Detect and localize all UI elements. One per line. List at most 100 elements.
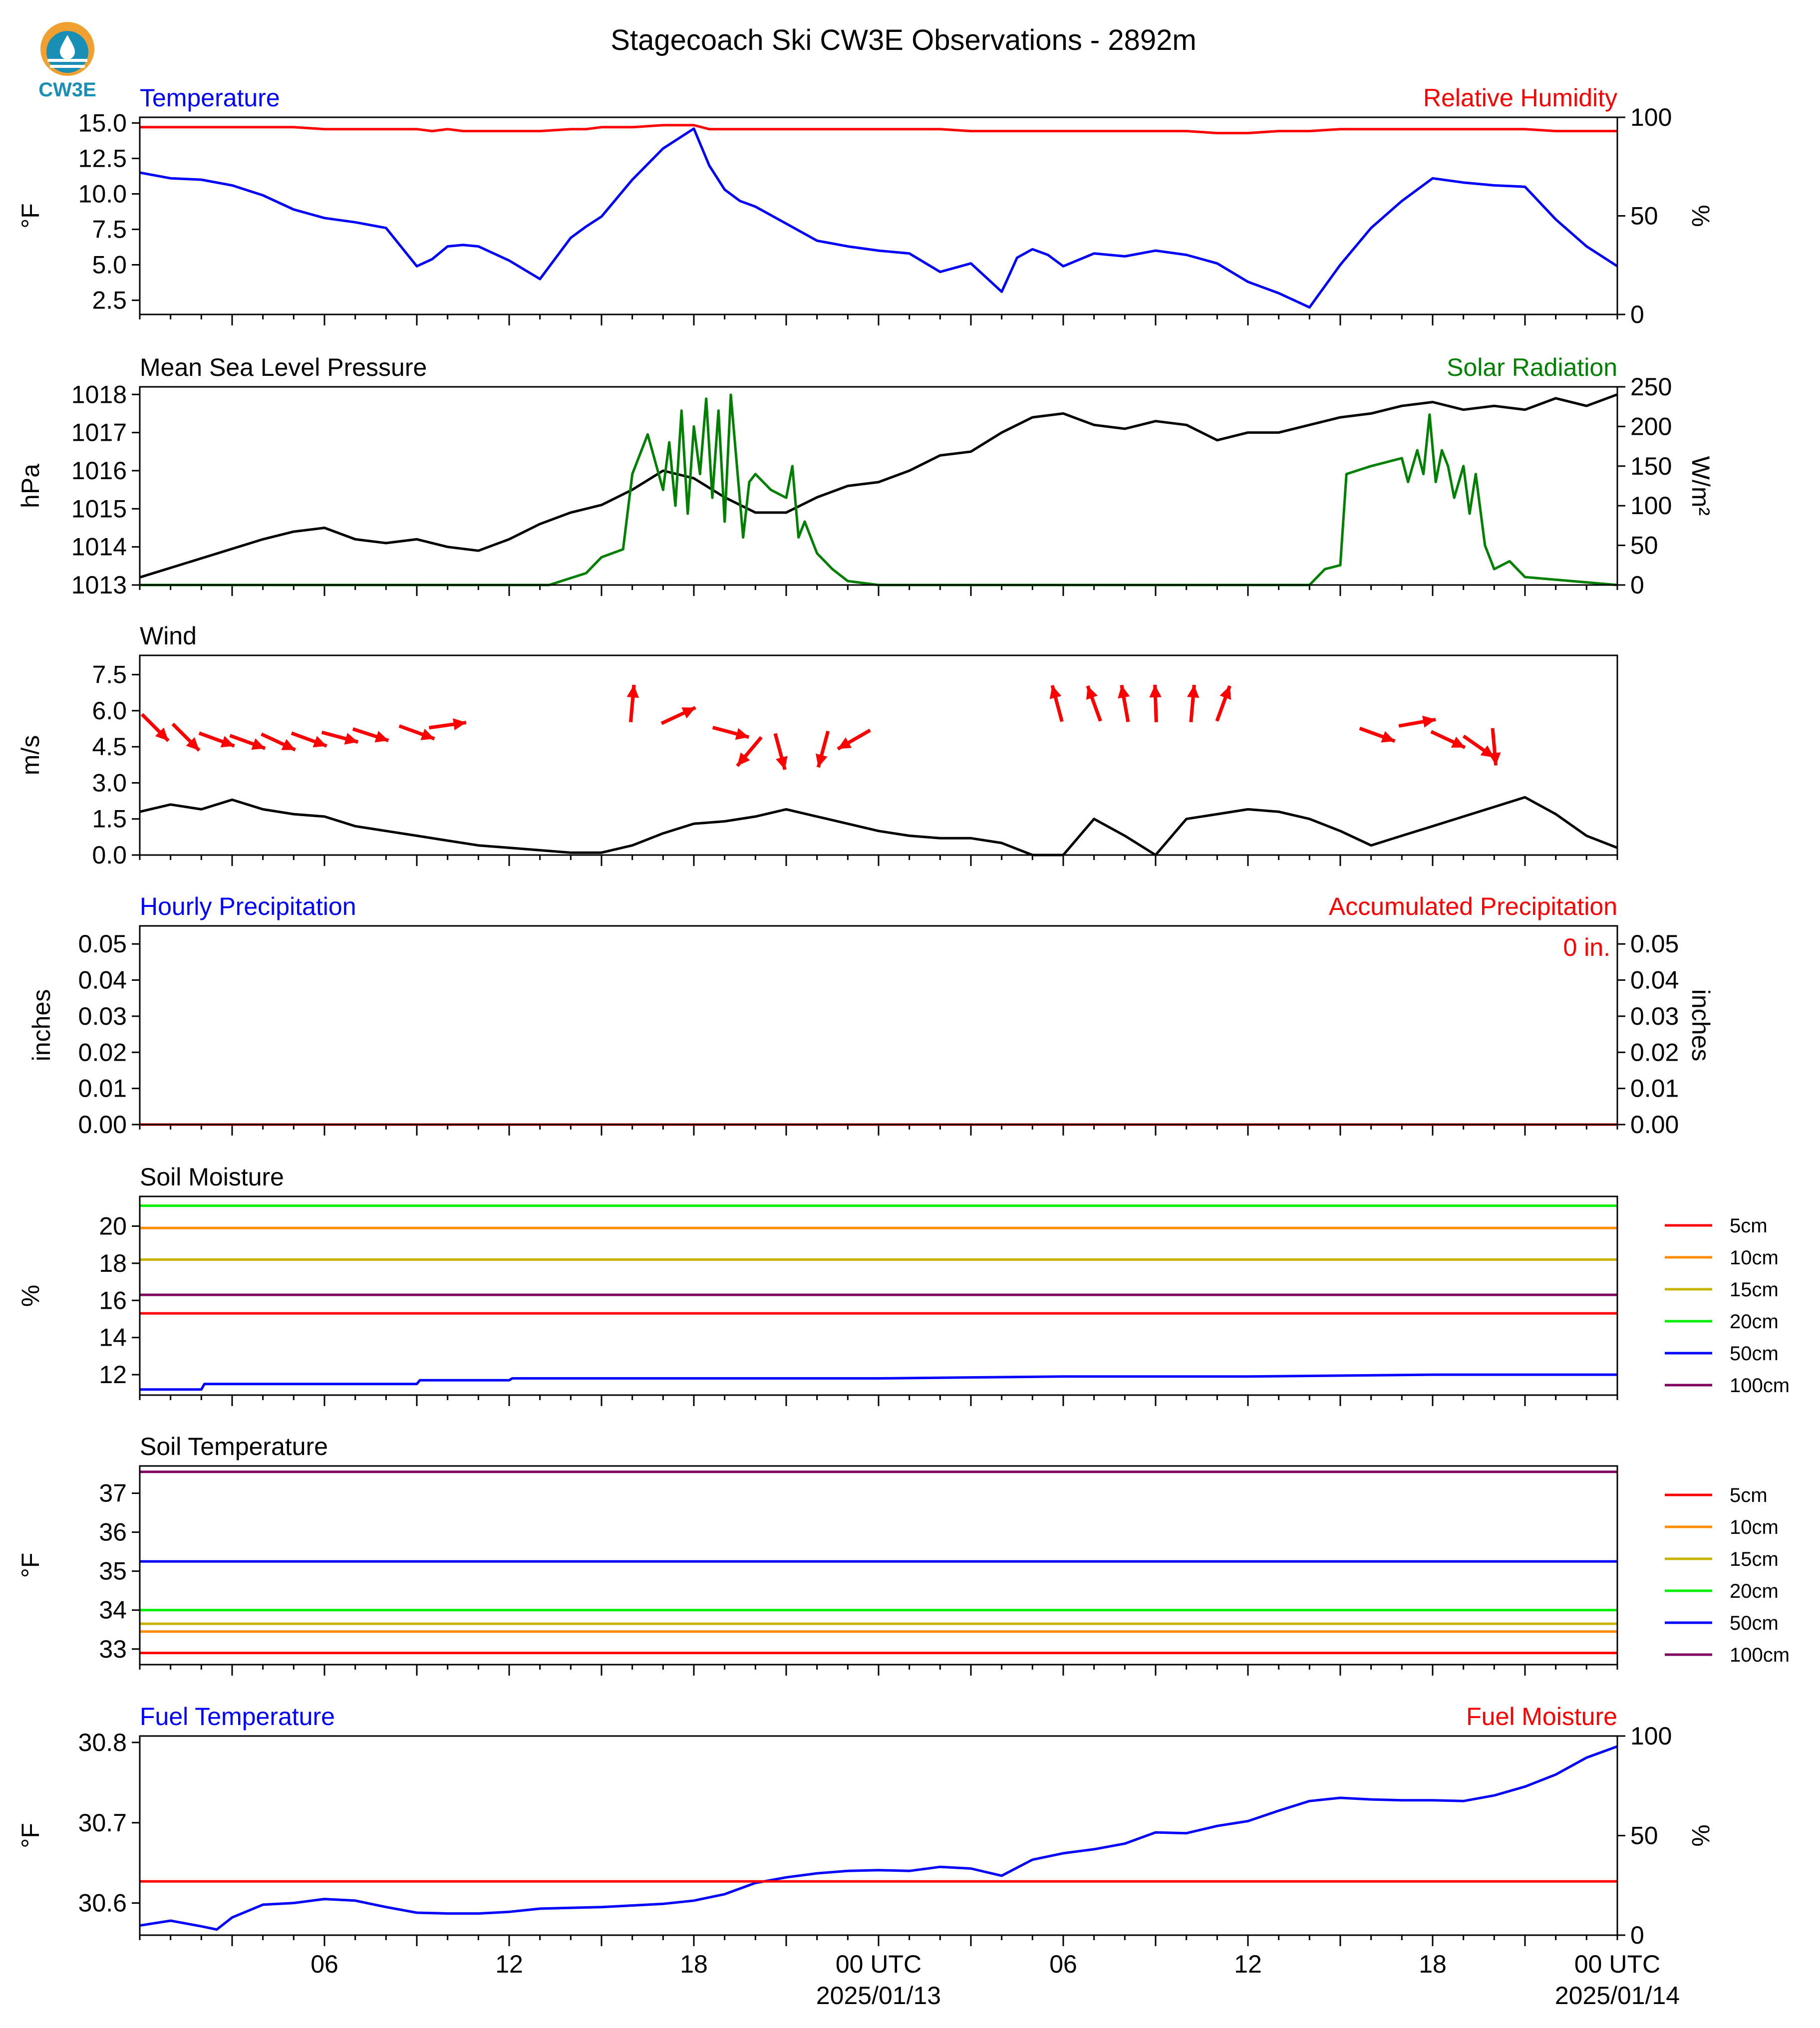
y-axis-label: °F xyxy=(16,203,44,229)
panel-title-left: Wind xyxy=(140,622,197,650)
y-right-tick-label: 0.05 xyxy=(1630,930,1679,958)
y-right-axis-label: W/m² xyxy=(1687,456,1715,516)
y-axis-label: % xyxy=(16,1285,44,1307)
wind-arrow-head xyxy=(1187,685,1200,698)
legend-label: 50cm xyxy=(1730,1343,1779,1365)
y-tick-label: 1.5 xyxy=(92,805,127,833)
y-tick-label: 5.0 xyxy=(92,251,127,279)
x-date-label: 2025/01/14 xyxy=(1555,1982,1680,2010)
wind-arrow xyxy=(398,724,435,741)
y-tick-label: 0.0 xyxy=(92,841,127,869)
y-right-tick-label: 100 xyxy=(1630,1722,1672,1750)
x-tick-label: 18 xyxy=(680,1950,708,1978)
y-right-tick-label: 50 xyxy=(1630,1822,1658,1850)
panel-frame xyxy=(139,116,1618,315)
y-tick-label: 1016 xyxy=(71,457,127,485)
panel-frame xyxy=(139,1195,1618,1396)
precip-annotation: 0 in. xyxy=(1563,933,1610,961)
wind-arrow-head xyxy=(1381,731,1395,743)
y-right-tick-label: 150 xyxy=(1630,452,1672,480)
y-tick-label: 4.5 xyxy=(92,733,127,761)
legend-label: 10cm xyxy=(1730,1247,1779,1269)
y-right-tick-label: 0.04 xyxy=(1630,966,1679,994)
series-line-solar-radiation xyxy=(140,393,1618,586)
panel-fuel: Fuel Temperature Fuel Moisture 30.8 30.7 30.… xyxy=(16,1703,1715,1949)
legend-label: 15cm xyxy=(1730,1548,1779,1570)
wind-arrow xyxy=(1215,685,1231,722)
logo-wave-2 xyxy=(50,65,85,68)
wind-arrow-head xyxy=(1086,686,1098,700)
wind-arrow-head xyxy=(626,685,639,698)
wind-arrow xyxy=(736,736,763,767)
x-tick-label: 00 UTC xyxy=(1574,1950,1660,1978)
panel-title-left: Fuel Temperature xyxy=(140,1703,335,1731)
wind-arrow-head xyxy=(681,707,696,719)
y-tick-label: 16 xyxy=(99,1286,127,1314)
wind-arrow-head xyxy=(186,737,200,751)
x-tick-label: 12 xyxy=(1234,1950,1262,1978)
y-right-tick-label: 250 xyxy=(1630,373,1672,401)
panel-frame xyxy=(139,1465,1618,1666)
legend-label: 15cm xyxy=(1730,1279,1779,1301)
series-line-temperature xyxy=(139,127,1618,309)
x-date-label: 2025/01/13 xyxy=(816,1982,941,2010)
panel-title-left: Hourly Precipitation xyxy=(140,892,356,920)
y-right-tick-label: 200 xyxy=(1630,412,1672,440)
y-axis-label: inches xyxy=(27,989,55,1062)
legend: 5cm 10cm 15cm 20cm 50cm 100cm xyxy=(1665,1215,1790,1397)
y-tick-label: 30.7 xyxy=(78,1809,127,1837)
y-tick-label: 2.5 xyxy=(92,287,127,314)
wind-arrow-head xyxy=(816,753,828,768)
y-tick-label: 15.0 xyxy=(78,109,127,137)
panel-title-left: Soil Temperature xyxy=(140,1433,328,1460)
y-tick-label: 1015 xyxy=(71,495,127,523)
wind-arrow-head xyxy=(1489,752,1501,766)
y-tick-label: 36 xyxy=(99,1518,127,1546)
wind-arrow-head xyxy=(453,718,466,731)
y-tick-label: 0.03 xyxy=(78,1002,127,1030)
wind-arrow xyxy=(626,684,639,723)
wind-arrow-head xyxy=(735,728,749,740)
y-tick-label: 0.05 xyxy=(78,930,127,958)
y-tick-label: 14 xyxy=(99,1324,127,1352)
x-tick-label: 06 xyxy=(1049,1950,1077,1978)
y-right-tick-label: 100 xyxy=(1630,103,1672,131)
y-tick-label: 10.0 xyxy=(78,180,127,208)
series-line-wind xyxy=(139,796,1618,857)
y-right-tick-label: 50 xyxy=(1630,202,1658,230)
panel-title-right: Solar Radiation xyxy=(1447,353,1617,381)
wind-arrow xyxy=(171,722,201,752)
y-tick-label: 0.00 xyxy=(78,1111,127,1139)
wind-arrow xyxy=(1430,730,1466,749)
logo-text: CW3E xyxy=(38,79,96,101)
y-right-tick-label: 100 xyxy=(1630,492,1672,520)
wind-arrow xyxy=(660,706,696,725)
y-tick-label: 12.5 xyxy=(78,144,127,172)
y-axis-label: °F xyxy=(16,1553,44,1578)
wind-arrow-head xyxy=(1118,685,1130,699)
legend-label: 100cm xyxy=(1730,1644,1790,1666)
wind-arrow xyxy=(773,733,788,770)
panel-title-right: Accumulated Precipitation xyxy=(1329,892,1617,920)
x-tick-label: 18 xyxy=(1419,1950,1447,1978)
logo-drop-icon xyxy=(60,35,75,59)
y-right-tick-label: 0.03 xyxy=(1630,1002,1679,1030)
y-axis-label: °F xyxy=(16,1823,44,1848)
wind-arrow xyxy=(1398,715,1436,728)
y-right-axis-label: inches xyxy=(1687,989,1715,1062)
y-right-axis-label: % xyxy=(1687,205,1715,227)
y-tick-label: 34 xyxy=(99,1596,127,1624)
y-tick-label: 18 xyxy=(99,1249,127,1277)
y-tick-label: 0.02 xyxy=(78,1038,127,1066)
panel-title-left: Temperature xyxy=(140,84,280,112)
wind-arrow-head xyxy=(838,737,852,749)
wind-arrow xyxy=(837,728,871,751)
x-tick-label: 12 xyxy=(495,1950,523,1978)
panel-title-right: Fuel Moisture xyxy=(1466,1703,1617,1731)
y-right-tick-label: 0 xyxy=(1630,300,1644,328)
y-tick-label: 1018 xyxy=(71,380,127,408)
series-line-fuel-temperature xyxy=(139,1745,1618,1931)
legend-label: 10cm xyxy=(1730,1516,1779,1538)
y-tick-label: 35 xyxy=(99,1557,127,1585)
